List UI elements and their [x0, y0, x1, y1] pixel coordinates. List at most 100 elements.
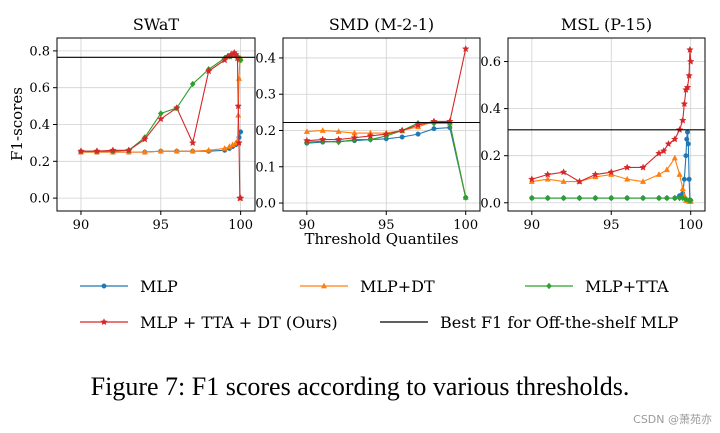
panel-2-data-point [461, 44, 470, 53]
panel-1-data-point [109, 146, 117, 154]
panel-2-data-point [414, 121, 422, 129]
panel-3-data-point [655, 149, 663, 157]
panel-3-data-point [659, 147, 668, 155]
panel-3-data-point [529, 194, 535, 202]
panel-2-xtick-label: 100 [453, 218, 478, 233]
panel-3-data-point [640, 194, 646, 202]
panel-3-data-point [663, 166, 670, 173]
panel-2-frame [282, 37, 481, 212]
panel-3-data-point [623, 163, 631, 171]
y-axis-label: F1-scores [8, 87, 26, 161]
panel-3-data-point [686, 57, 695, 65]
legend-item-4-marker [100, 318, 108, 326]
panel-1-data-point [77, 147, 85, 155]
panel-1-data-point [93, 147, 101, 155]
panel-3-data-point [624, 175, 631, 182]
panel-1-data-point [220, 56, 229, 64]
panel-1-data-point [204, 67, 213, 75]
panel-2-ytick-label: 0.0 [255, 197, 276, 212]
panel-3-ytick-label: 0.6 [480, 55, 501, 70]
panel-2-data-point [415, 131, 421, 137]
panel-3-data-point [592, 194, 599, 202]
panel-1-data-point [125, 146, 133, 154]
panel-1-ytick-label: 0.0 [29, 192, 50, 207]
panel-2-data-point [303, 136, 311, 144]
panel-3-ytick-label: 0.2 [480, 149, 501, 164]
panel-2-data-point [350, 133, 359, 141]
legend-item-4-label: MLP + TTA + DT (Ours) [140, 313, 338, 332]
panel-1-ytick-label: 0.2 [29, 155, 50, 170]
legend-item-2-label: MLP+DT [360, 277, 435, 296]
legend-item-3-marker [546, 282, 552, 290]
panel-3-data-point [683, 83, 692, 91]
panel-3-data-point [687, 197, 694, 204]
legend-item-2-marker [320, 282, 328, 289]
panel-3-data-point [676, 171, 683, 177]
panel-2-xtick-label: 95 [378, 218, 395, 233]
panel-3-data-point [656, 194, 662, 202]
panel-3-data-point [624, 194, 630, 202]
panel-3-data-point [639, 163, 647, 171]
panel-3-xtick-label: 100 [678, 218, 703, 233]
panel-3-data-point [544, 175, 551, 182]
panel-1-ytick-label: 0.6 [29, 81, 50, 96]
panel-1-xtick-label: 90 [73, 218, 90, 233]
panel-2-data-point [303, 128, 310, 134]
legend-item-1-marker [101, 283, 107, 289]
panel-2-title: SMD (M-2-1) [329, 15, 434, 34]
panel-1-data-point [141, 135, 149, 143]
panel-1-data-point [188, 138, 197, 147]
panel-1-data-point [221, 144, 228, 151]
panel-2-data-point [335, 128, 342, 134]
panel-1-ytick-label: 0.8 [29, 44, 50, 59]
panel-3-data-point [575, 177, 584, 185]
panel-2-data-point [366, 131, 375, 140]
panel-3-data-point [685, 129, 691, 135]
panel-2-data-point [462, 194, 469, 201]
panel-3-data-point [664, 194, 670, 202]
panel-2-ytick-label: 0.1 [255, 160, 276, 175]
panel-2-data-point [319, 127, 326, 133]
panel-1-data-point [234, 102, 242, 110]
panel-3-data-point [543, 170, 552, 178]
panel-3-xtick-label: 90 [524, 218, 541, 233]
panel-3-data-point [576, 194, 583, 202]
panel-1-data-point [205, 146, 212, 153]
panel-2-data-point [382, 130, 390, 138]
panel-1-data-point [189, 80, 196, 88]
panel-3-data-point [686, 45, 694, 53]
panel-1-title: SWaT [133, 15, 180, 34]
panel-3-data-point [671, 154, 678, 161]
panel-2-ytick-label: 0.3 [255, 88, 276, 103]
figure-caption: Figure 7: F1 scores according to various… [90, 372, 630, 401]
panel-1-data-point [173, 104, 181, 112]
panel-1-data-point [189, 147, 196, 154]
panel-1-data-point [157, 147, 164, 154]
panel-3-data-point [679, 185, 686, 191]
panel-1-data-point [141, 148, 148, 155]
panel-2-ytick-label: 0.2 [255, 124, 276, 139]
panel-3-data-point [683, 153, 689, 159]
panel-3-data-point [544, 194, 551, 202]
panel-3-data-point [591, 170, 600, 178]
panel-3-frame [507, 37, 706, 212]
x-axis-label: Threshold Quantiles [304, 230, 458, 248]
legend-item-3-label: MLP+TTA [585, 277, 669, 296]
panel-3-data-point [655, 171, 662, 177]
panel-1-data-point [236, 194, 245, 202]
panel-3-data-point [640, 178, 647, 184]
panel-3-data-point [679, 116, 687, 124]
panel-3-xtick-label: 95 [603, 218, 620, 233]
panel-3-data-point [671, 135, 679, 143]
panel-1-data-point [157, 115, 165, 123]
panel-2-data-point [334, 135, 343, 143]
panel-3-data-point [681, 176, 687, 182]
panel-3-ytick-label: 0.4 [480, 102, 501, 117]
panel-3-data-point [528, 175, 536, 183]
panel-3-ytick-label: 0.0 [480, 196, 501, 211]
panel-3-data-point [684, 136, 690, 142]
panel-1-data-point [173, 147, 180, 154]
panel-2-data-point [431, 126, 437, 132]
panel-3-data-point [664, 140, 673, 148]
